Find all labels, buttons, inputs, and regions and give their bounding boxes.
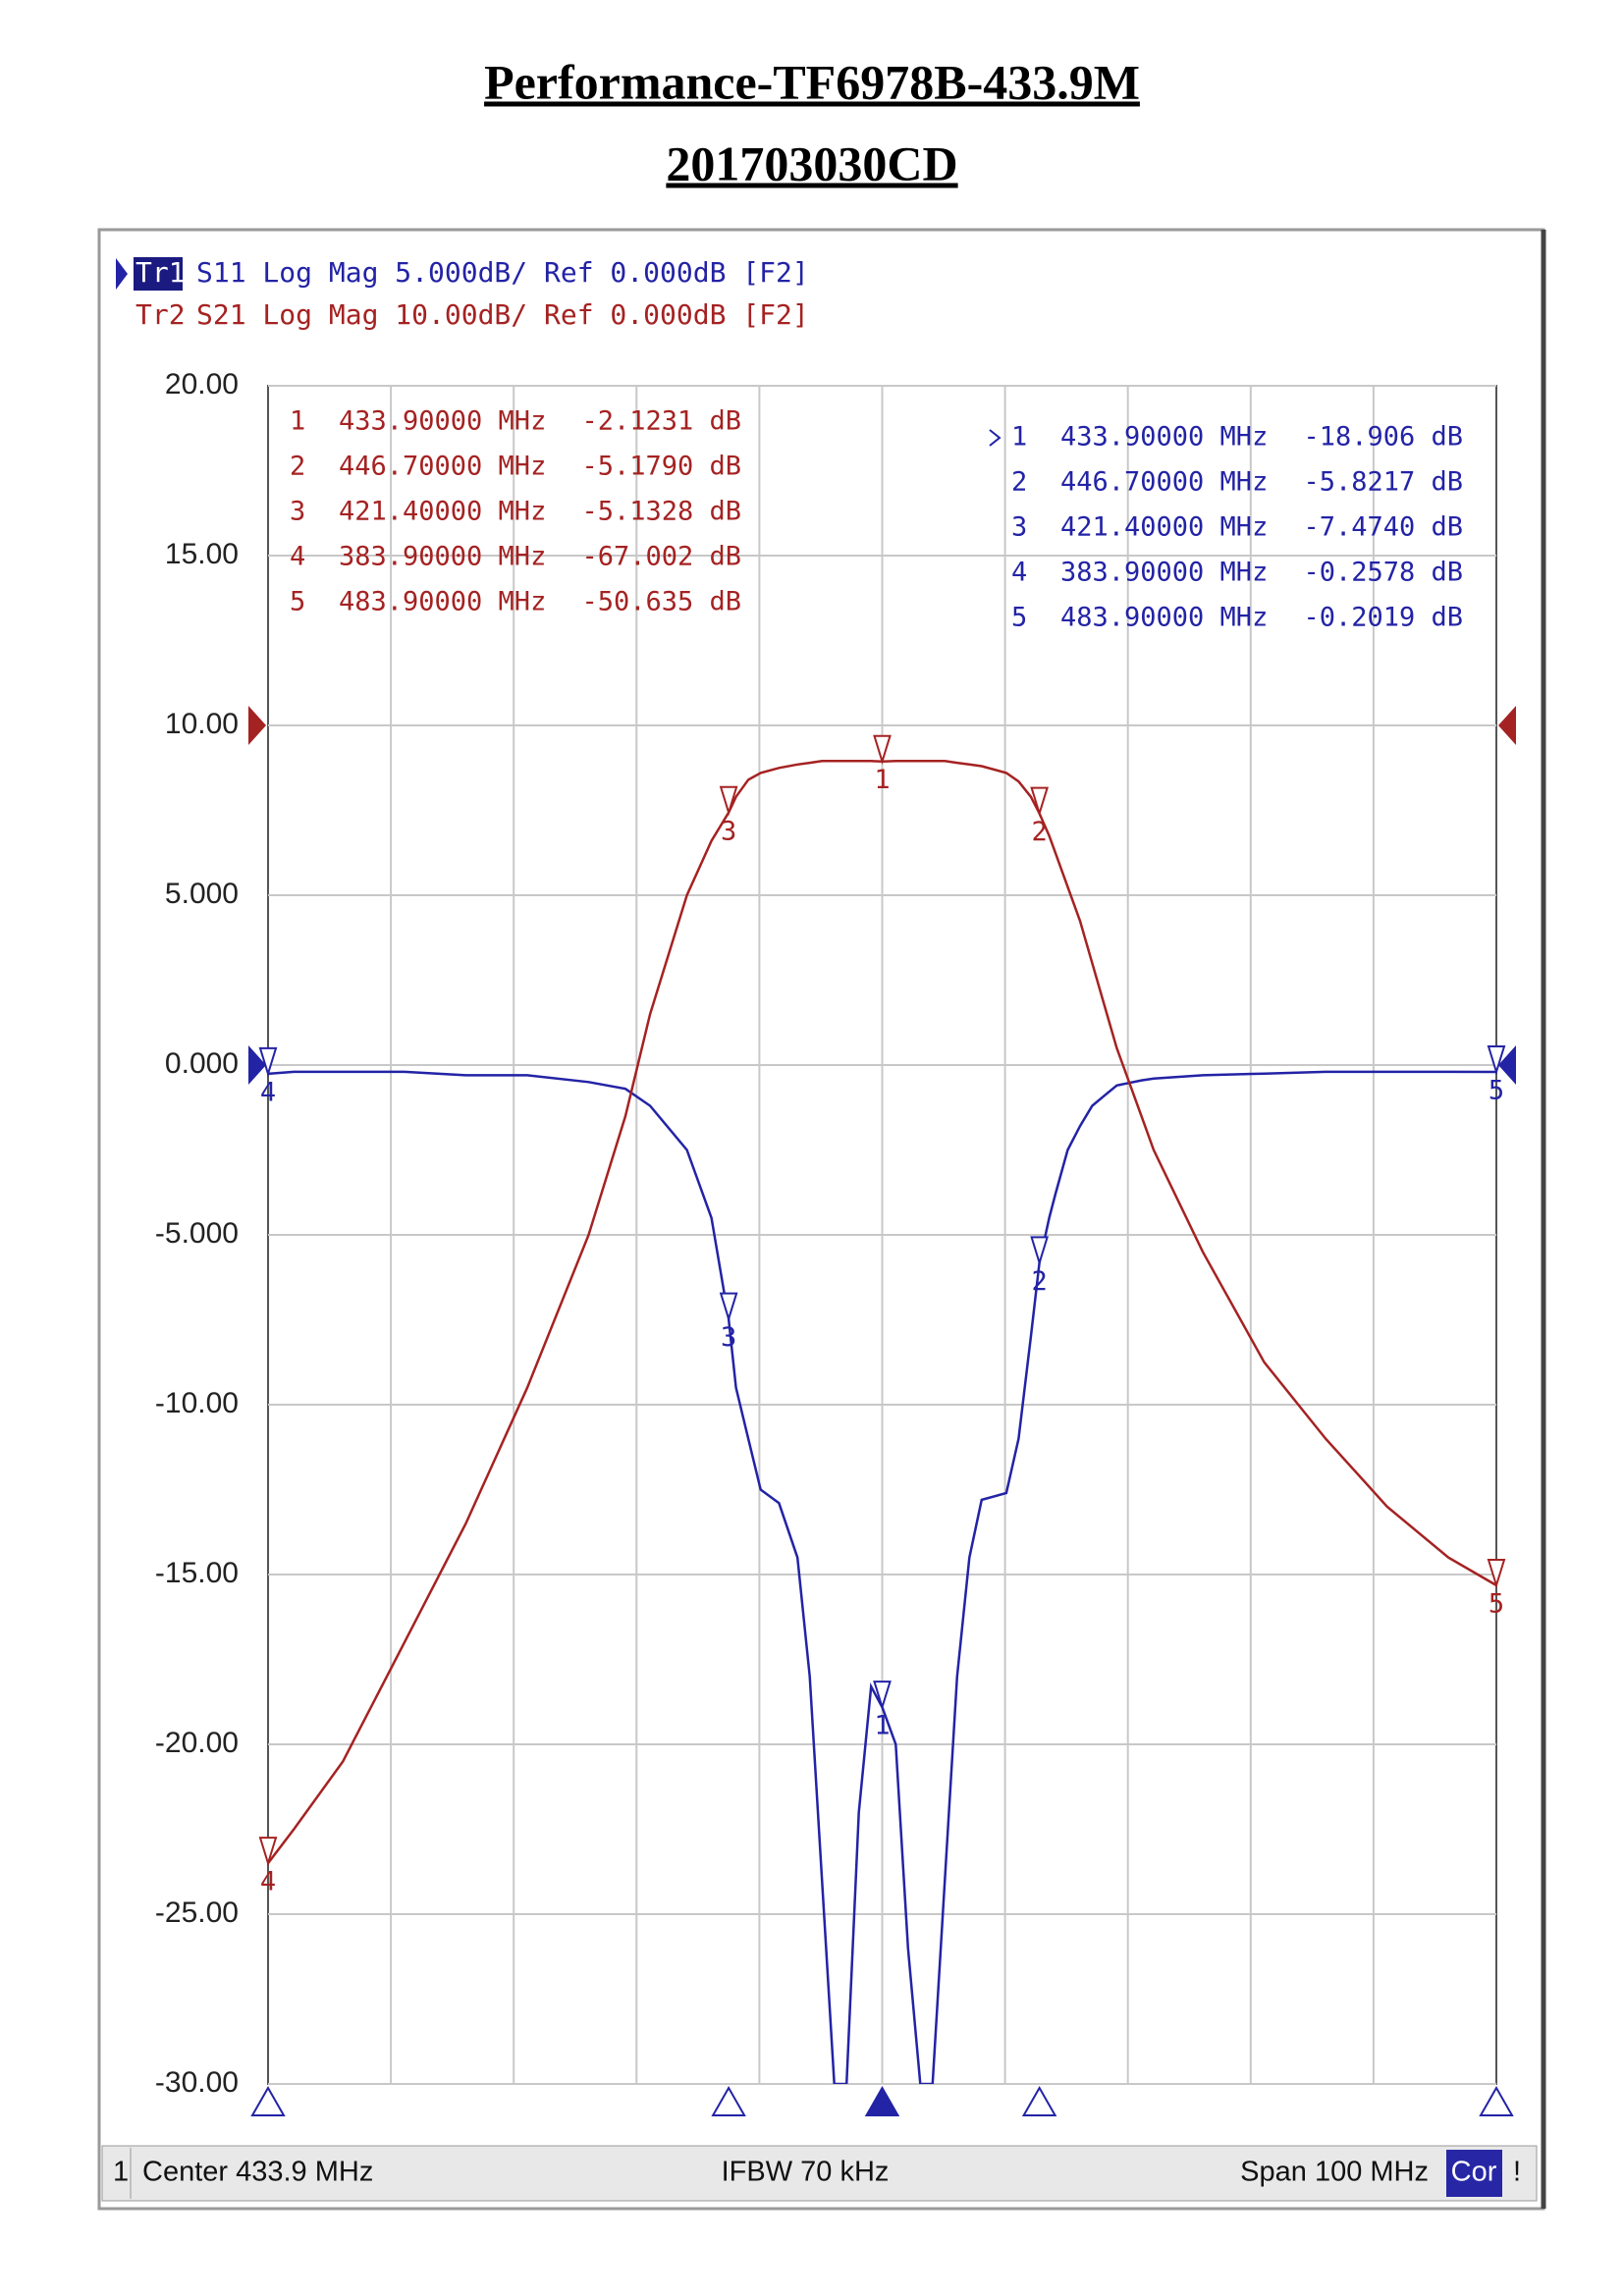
marker [258, 1046, 278, 1078]
marker-name: 3 [1011, 512, 1027, 543]
marker [719, 1292, 738, 1323]
marker-value: -5.1790 dB [581, 452, 741, 482]
active-trace-box [134, 257, 183, 291]
marker-freq: 433.90000 MHz [1060, 422, 1268, 453]
traces [268, 760, 1496, 2084]
marker-label: 4 [260, 1077, 276, 1107]
y-tick-label: -30.00 [155, 2066, 239, 2099]
marker [1030, 786, 1049, 817]
marker-freq: 383.90000 MHz [1060, 558, 1268, 588]
marker-label: 2 [1031, 1266, 1047, 1297]
status-bar [101, 2145, 1538, 2202]
stimulus-marker [1479, 2085, 1514, 2116]
marker-freq: 483.90000 MHz [339, 587, 546, 617]
marker-value: -0.2019 dB [1303, 603, 1463, 633]
marker-name: 1 [290, 406, 305, 437]
y-tick-label: -25.00 [155, 1896, 239, 1929]
y-tick-label: -10.00 [155, 1387, 239, 1419]
marker-value: -0.2578 dB [1303, 558, 1463, 588]
marker [1487, 1558, 1506, 1589]
marker-freq: 433.90000 MHz [339, 406, 546, 437]
y-tick-label: 5.000 [165, 878, 239, 910]
marker-value: -5.1328 dB [581, 497, 741, 527]
y-tick-label: -5.000 [155, 1217, 239, 1250]
ref-arrow-left [248, 1045, 266, 1085]
y-tick-label: 0.000 [165, 1047, 239, 1080]
stimulus-marker [250, 2085, 286, 2116]
channel: 1 [113, 2157, 129, 2188]
y-tick-label: -20.00 [155, 1727, 239, 1759]
flag: ! [1513, 2157, 1521, 2188]
trace-label: S21 Log Mag 10.00dB/ Ref 0.000dB [F2] [196, 298, 809, 331]
span: Span 100 MHz [1240, 2157, 1429, 2188]
marker-label: 3 [721, 816, 736, 846]
plot [268, 385, 1496, 2085]
marker-name: 5 [290, 587, 305, 617]
marker-value: -18.906 dB [1303, 422, 1463, 453]
marker-value: -7.4740 dB [1303, 512, 1463, 543]
marker [1487, 1044, 1506, 1076]
marker [1030, 1236, 1049, 1266]
ifbw: IFBW 70 kHz [722, 2157, 890, 2188]
stimulus-marker [711, 2085, 746, 2116]
marker-value: -50.635 dB [581, 587, 741, 617]
marker [873, 1681, 892, 1711]
marker [258, 1837, 278, 1867]
chart-subtitle: 201703030CD [666, 135, 957, 190]
marker-value: -5.8217 dB [1303, 467, 1463, 498]
marker-name: 2 [290, 452, 305, 482]
marker-name: 1 [1011, 422, 1027, 453]
ref-arrow-left [248, 706, 266, 745]
trace-name: Tr1 [135, 256, 186, 289]
active-indicator [989, 429, 1001, 447]
trace-line [268, 1070, 1496, 2084]
marker-label: 3 [721, 1322, 736, 1353]
ref-arrow-right [1498, 1045, 1516, 1085]
trace-line [268, 760, 1496, 1864]
y-tick-label: 15.00 [165, 538, 239, 570]
marker-freq: 446.70000 MHz [339, 452, 546, 482]
marker [873, 734, 892, 766]
marker-value: -2.1231 dB [581, 406, 741, 437]
marker-value: -67.002 dB [581, 542, 741, 572]
trace-name: Tr2 [135, 298, 186, 331]
marker-name: 5 [1011, 603, 1027, 633]
y-tick-label: 10.00 [165, 708, 239, 740]
marker-name: 4 [290, 542, 305, 572]
marker-freq: 383.90000 MHz [339, 542, 546, 572]
marker-name: 3 [290, 497, 305, 527]
marker-freq: 421.40000 MHz [339, 497, 546, 527]
stimulus-marker [1021, 2085, 1057, 2116]
y-tick-label: 20.00 [165, 368, 239, 400]
marker-freq: 483.90000 MHz [1060, 603, 1268, 633]
active-trace-arrow [116, 258, 128, 290]
marker-label: 1 [874, 1711, 890, 1741]
y-tick-label: -15.00 [155, 1557, 239, 1589]
marker-label: 5 [1489, 1588, 1504, 1619]
marker-label: 4 [260, 1867, 276, 1897]
chart-title: Performance-TF6978B-433.9M [484, 54, 1140, 109]
marker [719, 785, 738, 817]
marker-label: 5 [1489, 1075, 1504, 1105]
marker-freq: 446.70000 MHz [1060, 467, 1268, 498]
marker-name: 2 [1011, 467, 1027, 498]
ref-arrow-right [1498, 706, 1516, 745]
marker-name: 4 [1011, 558, 1027, 588]
stimulus-marker [864, 2085, 900, 2116]
marker-freq: 421.40000 MHz [1060, 512, 1268, 543]
cor-box [1446, 2150, 1502, 2197]
trace-label: S11 Log Mag 5.000dB/ Ref 0.000dB [F2] [196, 256, 809, 289]
marker-label: 1 [874, 765, 890, 795]
center-freq: Center 433.9 MHz [142, 2157, 373, 2188]
cor: Cor [1451, 2157, 1497, 2188]
marker-label: 2 [1031, 817, 1047, 847]
